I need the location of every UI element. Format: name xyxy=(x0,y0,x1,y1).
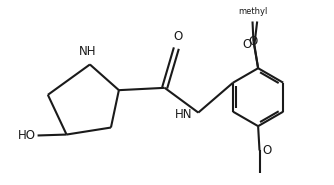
Text: HO: HO xyxy=(18,129,36,142)
Text: O: O xyxy=(263,144,272,157)
Text: O: O xyxy=(249,35,258,48)
Text: methyl: methyl xyxy=(238,7,268,16)
Text: NH: NH xyxy=(79,45,96,58)
Text: HN: HN xyxy=(175,108,193,121)
Text: O: O xyxy=(173,31,182,43)
Text: O: O xyxy=(242,38,252,51)
